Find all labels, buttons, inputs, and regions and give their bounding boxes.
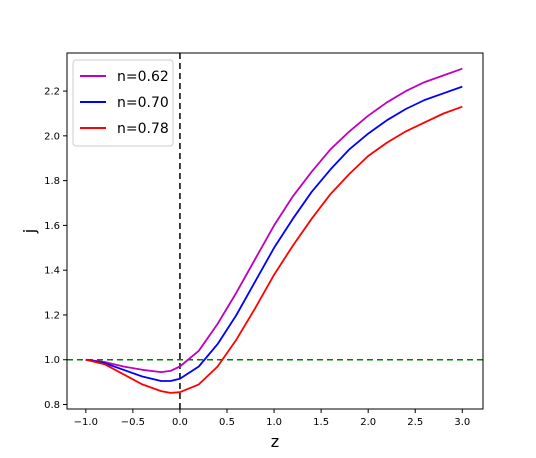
y-tick-label: 2.2 — [44, 87, 60, 98]
legend-box — [72, 59, 174, 147]
x-tick-label: 2.0 — [360, 417, 376, 428]
x-tick-label: 0.0 — [172, 417, 188, 428]
x-tick-label: 3.0 — [454, 417, 470, 428]
x-tick-label: −1.0 — [74, 417, 98, 428]
y-axis-label: j — [20, 229, 39, 234]
y-axis-ticks: 0.8 1.0 1.2 1.4 1.6 1.8 2.0 2.2 — [44, 87, 67, 411]
plot-frame — [66, 52, 484, 410]
y-tick-label: 1.2 — [44, 310, 60, 321]
y-tick-label: 1.8 — [44, 176, 60, 187]
series-lines — [85, 67, 463, 394]
legend-label: n=0.78 — [117, 121, 169, 137]
x-tick-label: 2.5 — [407, 417, 423, 428]
series-line-3 — [85, 105, 463, 394]
y-tick-label: 2.0 — [44, 131, 60, 142]
x-tick-label: 0.5 — [219, 417, 235, 428]
series-line-1 — [85, 67, 463, 374]
y-tick-label: 1.6 — [44, 221, 60, 232]
x-axis-ticks: −1.0 −0.5 0.0 0.5 1.0 1.5 2.0 2.5 3.0 — [74, 409, 470, 428]
series-line-2 — [85, 85, 463, 382]
y-tick-label: 1.0 — [44, 355, 60, 366]
y-tick-label: 0.8 — [44, 400, 60, 411]
legend-label: n=0.70 — [117, 95, 169, 111]
x-tick-label: 1.5 — [313, 417, 329, 428]
legend: n=0.62 n=0.70 n=0.78 — [72, 59, 174, 147]
x-axis-label: z — [271, 432, 279, 451]
x-tick-label: 1.0 — [266, 417, 282, 428]
x-tick-label: −0.5 — [121, 417, 145, 428]
legend-label: n=0.62 — [117, 69, 169, 85]
y-tick-label: 1.4 — [44, 266, 60, 277]
